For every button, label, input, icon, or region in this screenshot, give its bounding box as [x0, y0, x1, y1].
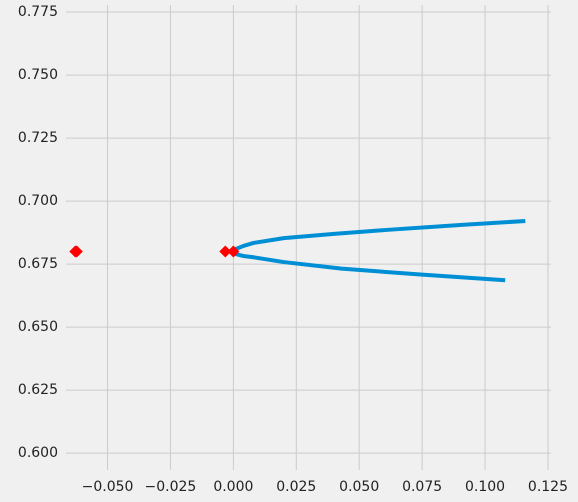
x-tick-label: 0.050	[339, 479, 379, 495]
y-tick-label: 0.750	[18, 67, 58, 83]
y-tick-label: 0.700	[18, 193, 58, 209]
x-tick-label: 0.125	[528, 479, 568, 495]
data-point	[70, 245, 83, 258]
y-tick-label: 0.725	[18, 130, 58, 146]
x-tick-label: −0.050	[82, 479, 134, 495]
y-tick-label: 0.775	[18, 4, 58, 20]
x-tick-label: 0.025	[276, 479, 316, 495]
data-line	[231, 218, 526, 283]
x-tick-label: 0.075	[402, 479, 442, 495]
x-tick-label: −0.025	[145, 479, 197, 495]
y-tick-label: 0.600	[18, 445, 58, 461]
data-point	[219, 245, 232, 258]
x-tick-label: 0.100	[465, 479, 505, 495]
y-tick-label: 0.650	[18, 319, 58, 335]
data-point	[227, 245, 240, 258]
y-tick-label: 0.675	[18, 256, 58, 272]
x-tick-label: 0.000	[213, 479, 253, 495]
y-tick-label: 0.625	[18, 382, 58, 398]
